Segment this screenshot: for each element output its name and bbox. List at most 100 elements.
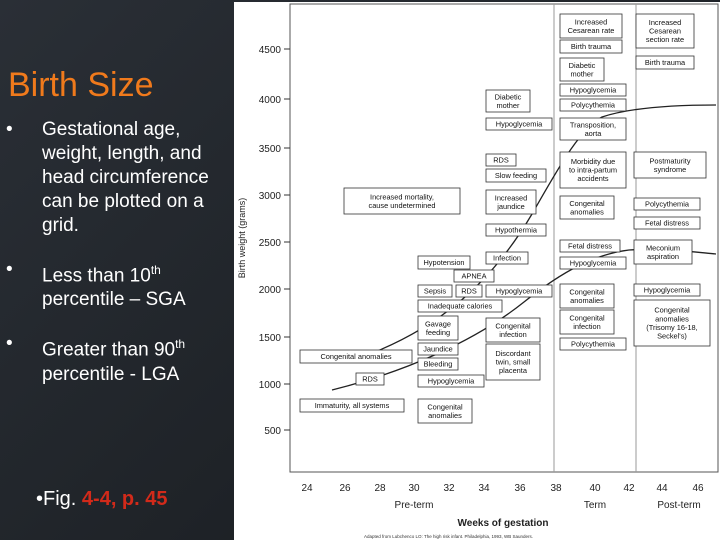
bullet-dot: •	[6, 119, 13, 140]
complication-box-border	[485, 317, 541, 343]
zone-label-term: Term	[584, 500, 606, 511]
x-tick-label: 30	[408, 483, 420, 494]
complication-box-label: Hypoglycemia	[570, 86, 617, 95]
x-tick-label: 28	[374, 483, 386, 494]
bullet-suffix: percentile - LGA	[42, 363, 180, 385]
bullet-superscript: th	[175, 337, 186, 352]
complication-box-label: (Trisomy 16-18,	[646, 323, 697, 332]
complication-box-label: Polycythemia	[571, 340, 616, 349]
gestation-chart: 4500 4000 3500 3000 2500 2000 1500 1000 …	[237, 3, 719, 539]
complication-box: Inadequate calories	[417, 299, 503, 313]
complication-box-border	[633, 197, 701, 211]
complication-box: Hypoglycemia	[485, 284, 553, 298]
x-tick-label: 42	[623, 483, 635, 494]
complication-box-label: RDS	[362, 375, 378, 384]
complication-box: Polycythemia	[559, 337, 627, 351]
complication-box-label: Seckel's)	[657, 331, 687, 340]
complication-box-border	[635, 55, 695, 70]
x-tick-label: 38	[550, 483, 562, 494]
bullet-item: • Gestational age, weight, length, and h…	[6, 118, 234, 238]
complication-box-border	[453, 269, 495, 283]
complication-box-label: RDS	[493, 156, 509, 165]
complication-box: Hypothermia	[485, 223, 547, 237]
complication-box-border	[559, 309, 615, 335]
bullet-list: • Gestational age, weight, length, and h…	[6, 118, 234, 407]
y-tick-label: 2000	[259, 285, 282, 296]
figure-reference-page: 4-4, p. 45	[81, 488, 168, 510]
y-tick-label: 4500	[259, 45, 282, 56]
complication-box-label: infection	[499, 330, 527, 339]
complication-box-border	[633, 216, 701, 230]
complication-box: Fetal distress	[559, 239, 621, 253]
figure-reference-prefix: •Fig.	[36, 488, 82, 510]
complication-box-label: Slow feeding	[495, 171, 537, 180]
bullet-item: • Less than 10th percentile – SGA	[6, 258, 234, 312]
complication-box-label: Inadequate calories	[428, 302, 493, 311]
complication-box-label: Birth trauma	[645, 58, 686, 67]
y-tick-label: 3500	[259, 144, 282, 155]
complication-box-label: cause undetermined	[369, 201, 436, 210]
bullet-text: Greater than 90	[42, 339, 176, 361]
bullet-text: Less than 10	[42, 265, 151, 287]
x-tick-label: 46	[692, 483, 704, 494]
complication-box-label: Congenital	[569, 199, 605, 208]
complication-box-label: Polycythemia	[645, 200, 690, 209]
complication-box-border	[633, 239, 693, 265]
complication-box: Infection	[485, 251, 529, 265]
x-tick-label: 40	[589, 483, 601, 494]
complication-box-border	[417, 299, 503, 313]
complication-box-border	[559, 117, 627, 141]
y-axis-label: Birth weight (grams)	[237, 198, 247, 279]
complication-box: Hypoglycemia	[559, 256, 627, 270]
complication-box-label: anomalies	[655, 314, 689, 323]
complication-box-label: Increased mortality,	[370, 192, 434, 201]
complication-box-label: Hypoglycemia	[428, 377, 475, 386]
complication-box: RDS	[355, 372, 385, 386]
complication-box: RDS	[485, 153, 517, 167]
complication-box: Increased mortality,cause undetermined	[343, 187, 461, 215]
complication-box: Hypoglycemia	[417, 374, 485, 388]
complication-box: Immaturity, all systems	[299, 398, 405, 413]
complication-box-border	[485, 89, 531, 113]
complication-box: Polycythemia	[633, 197, 701, 211]
complication-box-label: Polycythemia	[571, 101, 616, 110]
complication-box-label: anomalies	[428, 411, 462, 420]
y-tick-label: 3000	[259, 191, 282, 202]
complication-box-label: mother	[570, 69, 594, 78]
complication-box-border	[559, 256, 627, 270]
complication-box-border	[299, 398, 405, 413]
bullet-text: Gestational age, weight, length, and hea…	[42, 119, 209, 236]
complication-box-label: Meconium	[646, 243, 680, 252]
complication-box-border	[417, 315, 459, 341]
complication-box-border	[485, 189, 537, 215]
complication-box-border	[355, 372, 385, 386]
figure-footnote: Adapted from Lubchenco LO: The high risk…	[364, 534, 533, 539]
x-tick-label: 44	[656, 483, 668, 494]
complication-box-border	[559, 337, 627, 351]
complication-box: Jaundice	[417, 342, 459, 356]
complication-box-label: placenta	[499, 366, 528, 375]
complication-box-label: Hypotension	[423, 258, 464, 267]
complication-box: Birth trauma	[559, 39, 623, 54]
complication-box: Transposition,aorta	[559, 117, 627, 141]
complication-box-border	[633, 283, 701, 297]
complication-box: Sepsis	[417, 284, 453, 298]
y-tick-label: 4000	[259, 95, 282, 106]
complication-box-border	[417, 342, 459, 356]
complication-box-label: Diabetic	[569, 61, 596, 70]
complication-box-label: infection	[573, 322, 601, 331]
bullet-dot: •	[6, 259, 13, 280]
complication-box-border	[559, 195, 615, 220]
complication-box-border	[485, 223, 547, 237]
complication-box: RDS	[455, 284, 483, 298]
complication-box-border	[633, 151, 707, 179]
complication-box-label: Increased	[649, 18, 681, 27]
complication-box-border	[559, 98, 627, 112]
